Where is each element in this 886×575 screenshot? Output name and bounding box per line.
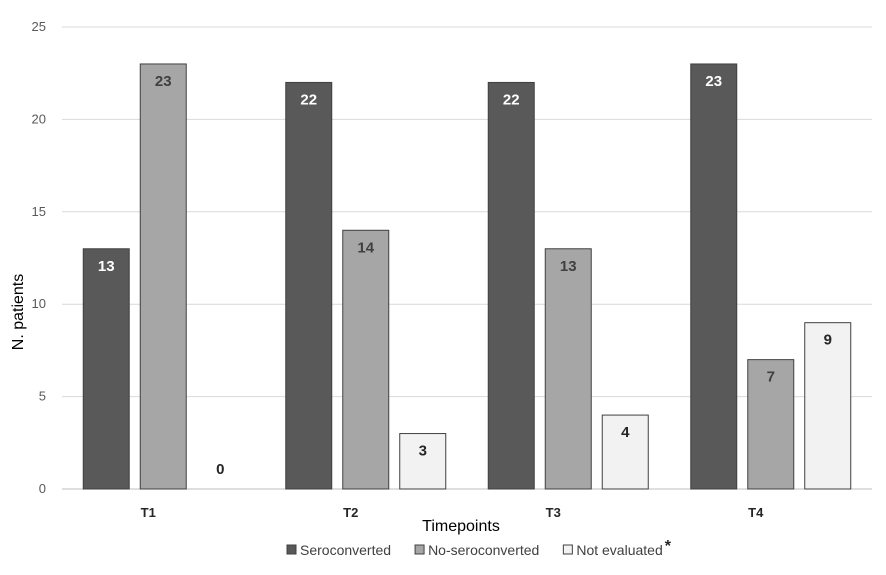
legend-label: No-seroconverted [428, 542, 539, 558]
legend-note: * [665, 538, 672, 555]
data-label: 9 [824, 332, 832, 349]
bar-no-seroconverted-t3 [544, 248, 592, 490]
y-tick-label: 10 [32, 296, 46, 311]
x-category-label: T3 [546, 505, 561, 520]
data-label: 13 [560, 258, 577, 275]
legend-swatch [562, 544, 573, 555]
y-axis-title: N. patients [10, 274, 27, 350]
x-axis-title: Timepoints [422, 518, 500, 535]
data-label: 4 [621, 424, 630, 441]
legend-label: Not evaluated [576, 542, 662, 558]
data-label: 14 [357, 239, 374, 256]
y-tick-label: 20 [32, 111, 46, 126]
y-tick-label: 0 [39, 481, 46, 496]
bar-no-seroconverted-t1 [139, 63, 187, 490]
x-category-label: T4 [748, 505, 764, 520]
bar-not-evaluated-t4 [804, 322, 852, 490]
bar-not-evaluated-t2 [399, 433, 447, 490]
data-label: 22 [300, 91, 317, 108]
legend: Seroconverted No-seroconverted Not evaluat… [286, 538, 672, 558]
bars [82, 63, 852, 490]
data-label: 13 [98, 258, 115, 275]
y-tick-label: 15 [32, 204, 46, 219]
y-tick-label: 5 [39, 389, 46, 404]
bar-no-seroconverted-t4 [747, 359, 795, 490]
x-category-label: T2 [343, 505, 358, 520]
data-label: 23 [705, 73, 722, 90]
bar-not-evaluated-t3 [601, 414, 649, 490]
y-tick-label: 25 [32, 19, 46, 34]
y-axis-ticks: 0 5 10 15 20 25 [32, 19, 46, 496]
bar-seroconverted-t2 [285, 81, 333, 490]
data-label: 3 [419, 443, 427, 460]
legend-swatch [414, 544, 425, 555]
data-label: 7 [767, 369, 775, 386]
x-category-label: T1 [141, 505, 156, 520]
data-label: 22 [503, 91, 520, 108]
x-axis-categories: T1 T2 T3 T4 [141, 505, 764, 520]
bar-no-seroconverted-t2 [342, 229, 390, 490]
bar-seroconverted-t3 [487, 81, 535, 490]
data-label: 23 [155, 73, 172, 90]
bar-seroconverted-t1 [82, 248, 130, 490]
data-labels: 13 23 0 22 14 3 22 13 4 23 7 9 [98, 73, 832, 478]
legend-swatch [286, 544, 297, 555]
legend-label: Seroconverted [300, 542, 391, 558]
bar-seroconverted-t4 [690, 63, 738, 490]
data-label: 0 [216, 461, 224, 478]
